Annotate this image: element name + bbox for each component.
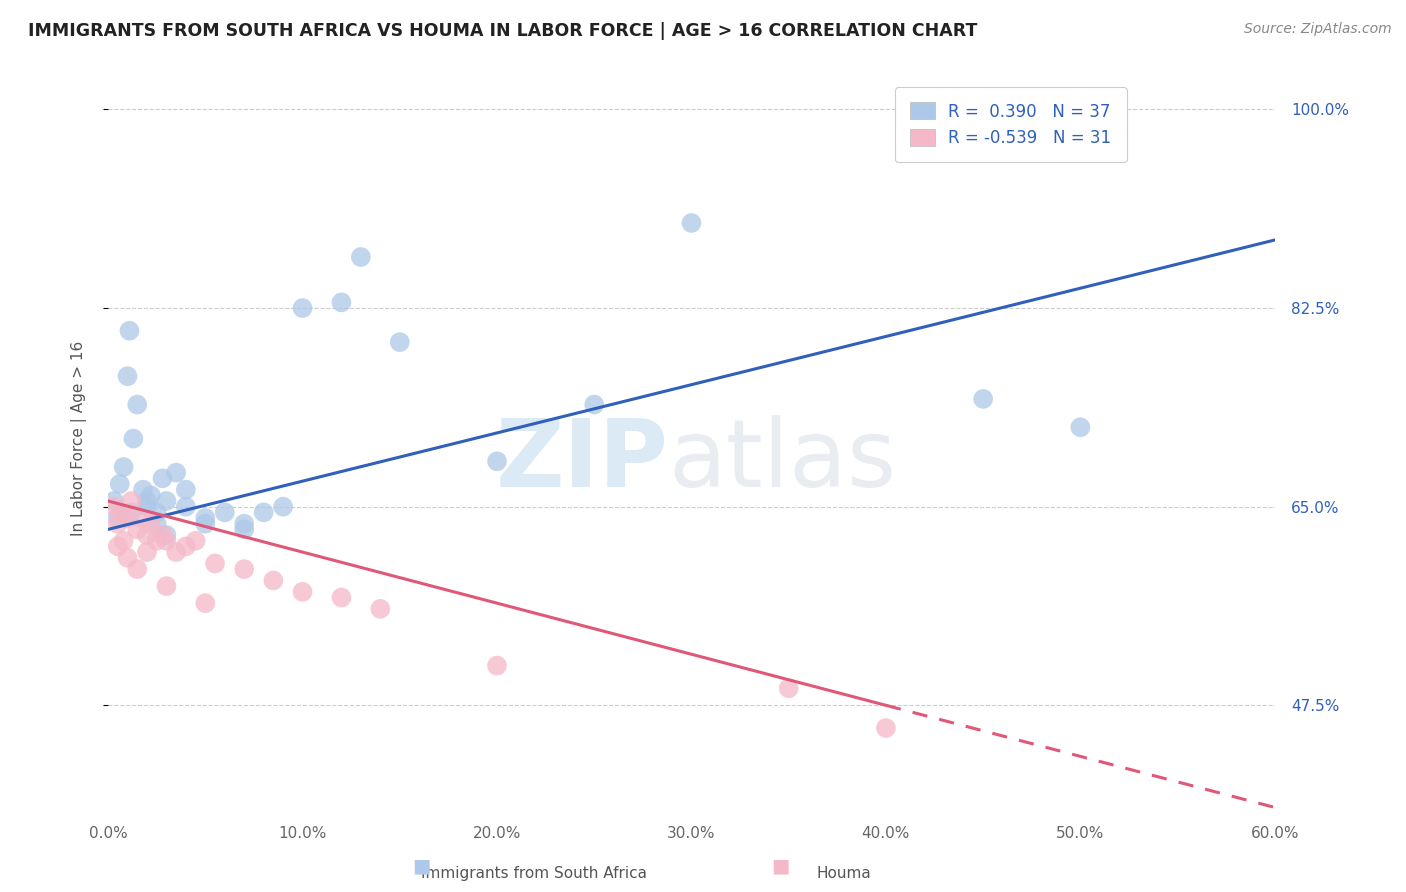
Point (165, 545, 187, 559)
Point (155, 528, 177, 542)
Point (253, 505, 276, 519)
Point (152, 528, 174, 542)
Point (165, 466, 187, 480)
Point (107, 516, 129, 531)
Point (127, 522, 149, 536)
Point (330, 591, 353, 605)
Point (122, 432, 145, 446)
Point (152, 471, 174, 485)
Point (145, 533, 167, 548)
Point (174, 540, 197, 554)
Point (155, 494, 177, 508)
Point (145, 505, 167, 519)
Point (368, 602, 391, 616)
Point (129, 511, 152, 525)
Point (233, 516, 256, 531)
Text: ZIP: ZIP (495, 415, 668, 507)
Point (583, 398, 606, 412)
Point (118, 324, 141, 338)
Point (136, 494, 159, 508)
Point (117, 511, 139, 525)
Point (214, 505, 236, 519)
Point (107, 511, 129, 525)
Point (262, 574, 284, 588)
Point (145, 516, 167, 531)
Text: ■: ■ (770, 857, 790, 876)
Point (127, 562, 149, 576)
Point (330, 295, 353, 310)
Point (778, 681, 800, 696)
Text: ■: ■ (412, 857, 432, 876)
Point (108, 477, 131, 491)
Point (1069, 420, 1091, 434)
Point (233, 522, 256, 536)
Point (271, 500, 294, 514)
Point (136, 528, 159, 542)
Point (107, 540, 129, 554)
Point (155, 579, 177, 593)
Point (485, 658, 508, 673)
Point (388, 335, 411, 350)
Point (139, 516, 162, 531)
Point (184, 533, 207, 548)
Point (111, 505, 134, 519)
Point (350, 250, 373, 264)
Point (120, 505, 142, 519)
Point (875, 721, 897, 735)
Point (174, 500, 197, 514)
Point (136, 500, 159, 514)
Text: IMMIGRANTS FROM SOUTH AFRICA VS HOUMA IN LABOR FORCE | AGE > 16 CORRELATION CHAR: IMMIGRANTS FROM SOUTH AFRICA VS HOUMA IN… (28, 22, 977, 40)
Point (194, 596, 217, 610)
Point (291, 301, 314, 315)
Point (194, 511, 217, 525)
Point (291, 584, 314, 599)
Text: Source: ZipAtlas.com: Source: ZipAtlas.com (1244, 22, 1392, 37)
Point (139, 488, 162, 502)
Point (972, 392, 994, 406)
Point (127, 398, 149, 412)
Point (681, 216, 703, 230)
Point (132, 483, 155, 497)
Point (112, 460, 135, 475)
Point (485, 454, 508, 468)
Text: atlas: atlas (668, 415, 897, 507)
Point (194, 516, 217, 531)
Point (112, 533, 135, 548)
Point (120, 494, 142, 508)
Point (233, 562, 256, 576)
Point (204, 557, 226, 571)
Point (136, 545, 159, 559)
Text: Immigrants from South Africa: Immigrants from South Africa (422, 866, 647, 881)
Point (174, 483, 197, 497)
Point (117, 550, 139, 565)
Point (155, 533, 177, 548)
Legend: R =  0.390   N = 37, R = -0.539   N = 31: R = 0.390 N = 37, R = -0.539 N = 31 (896, 87, 1126, 162)
Text: Houma: Houma (817, 866, 870, 881)
Point (103, 494, 125, 508)
Point (103, 500, 125, 514)
Y-axis label: In Labor Force | Age > 16: In Labor Force | Age > 16 (72, 341, 87, 536)
Point (117, 369, 139, 384)
